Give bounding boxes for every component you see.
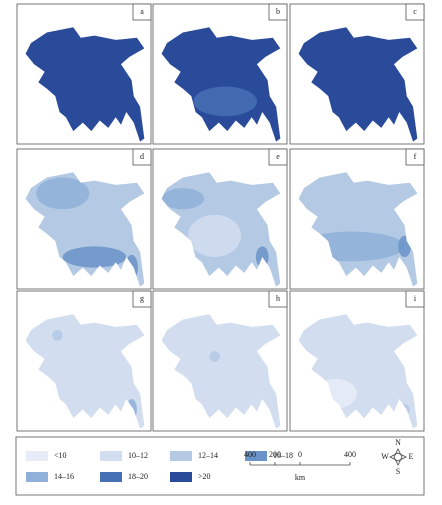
zone <box>38 36 56 50</box>
scale-unit: km <box>295 473 306 482</box>
legend-label: <10 <box>54 451 67 460</box>
panel-label: a <box>140 7 144 16</box>
compass-needle <box>389 452 407 462</box>
panel-label: h <box>276 294 280 303</box>
legend-swatch <box>170 472 192 482</box>
legend-label: 16–18 <box>273 451 293 460</box>
legend-label: 10–12 <box>128 451 148 460</box>
legend-label: 18–20 <box>128 472 148 481</box>
zone <box>161 188 204 210</box>
panel-label: i <box>414 294 417 303</box>
zone <box>52 330 63 341</box>
legend-swatch <box>26 472 48 482</box>
zones <box>38 36 87 88</box>
legend-label: 14–16 <box>54 472 74 481</box>
map-panel: c <box>289 3 425 145</box>
label-box <box>268 3 288 21</box>
zone <box>62 246 127 268</box>
zone <box>60 68 87 88</box>
legend-label: >20 <box>198 472 211 481</box>
legend-swatch <box>100 451 122 461</box>
zones <box>161 188 269 268</box>
map-panel: e <box>152 148 288 290</box>
country-map <box>25 27 145 142</box>
label-box <box>268 148 288 166</box>
scale-label: 400 <box>344 450 356 459</box>
compass-needle <box>393 448 403 466</box>
zone <box>36 177 90 210</box>
panel-label: b <box>276 7 280 16</box>
legend-swatch <box>170 451 192 461</box>
legend-swatch <box>100 472 122 482</box>
zone <box>209 351 220 362</box>
label-box <box>405 3 425 21</box>
compass-w: W <box>381 452 389 461</box>
label-box <box>132 290 152 308</box>
label-box <box>132 3 152 21</box>
label-box <box>405 148 425 166</box>
scale-label: 400 <box>244 450 256 459</box>
compass-rose <box>389 448 407 466</box>
zone <box>188 214 242 257</box>
panel-label: e <box>276 152 280 161</box>
label-box <box>268 290 288 308</box>
compass-n: N <box>395 438 401 447</box>
zones <box>193 86 280 119</box>
map-panel: g <box>16 290 152 432</box>
map-panel: d <box>16 148 152 290</box>
map-panel: b <box>152 3 288 145</box>
map-panel: f <box>289 148 425 290</box>
zone <box>193 86 257 117</box>
legend-swatch <box>26 451 48 461</box>
map-panel: a <box>16 3 152 145</box>
zone <box>314 192 336 206</box>
country-map <box>161 172 281 287</box>
compass-e: E <box>409 452 414 461</box>
panel-label: g <box>140 294 144 303</box>
country-map <box>161 27 281 142</box>
scale-label: 200 <box>269 450 281 459</box>
legend-box <box>15 436 425 496</box>
legend-swatch <box>245 451 267 461</box>
label-box <box>405 290 425 308</box>
panel-label: f <box>414 152 417 161</box>
legend-label: 12–14 <box>198 451 218 460</box>
panel-label: c <box>413 7 417 16</box>
map-panel: h <box>152 290 288 432</box>
scale-label: 0 <box>298 450 302 459</box>
zone <box>266 105 280 119</box>
label-box <box>132 148 152 166</box>
panel-label: d <box>140 152 144 161</box>
map-panel: i <box>289 290 425 432</box>
compass-s: S <box>396 467 400 476</box>
